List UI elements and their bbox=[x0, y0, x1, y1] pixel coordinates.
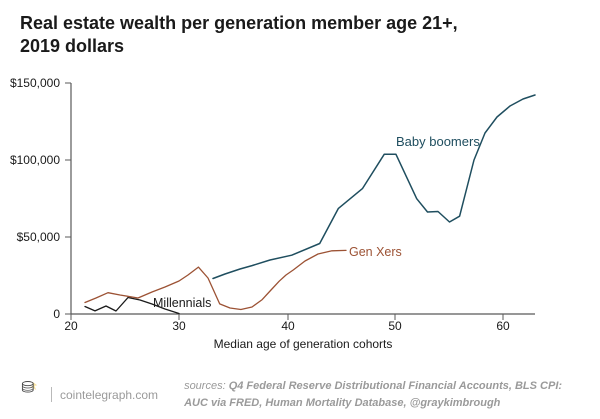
svg-text:60: 60 bbox=[496, 319, 510, 333]
svg-text:Median age of generation cohor: Median age of generation cohorts bbox=[214, 337, 393, 351]
svg-text:Millennials: Millennials bbox=[153, 296, 211, 310]
svg-text:50: 50 bbox=[388, 319, 402, 333]
svg-text:$150,000: $150,000 bbox=[10, 76, 60, 90]
svg-text:30: 30 bbox=[172, 319, 186, 333]
svg-text:0: 0 bbox=[53, 307, 60, 321]
svg-text:$50,000: $50,000 bbox=[17, 230, 61, 244]
svg-text:20: 20 bbox=[64, 319, 78, 333]
svg-text:40: 40 bbox=[281, 319, 295, 333]
svg-text:Gen Xers: Gen Xers bbox=[349, 245, 402, 259]
svg-text:$100,000: $100,000 bbox=[10, 153, 60, 167]
svg-text:Baby boomers: Baby boomers bbox=[396, 134, 480, 149]
